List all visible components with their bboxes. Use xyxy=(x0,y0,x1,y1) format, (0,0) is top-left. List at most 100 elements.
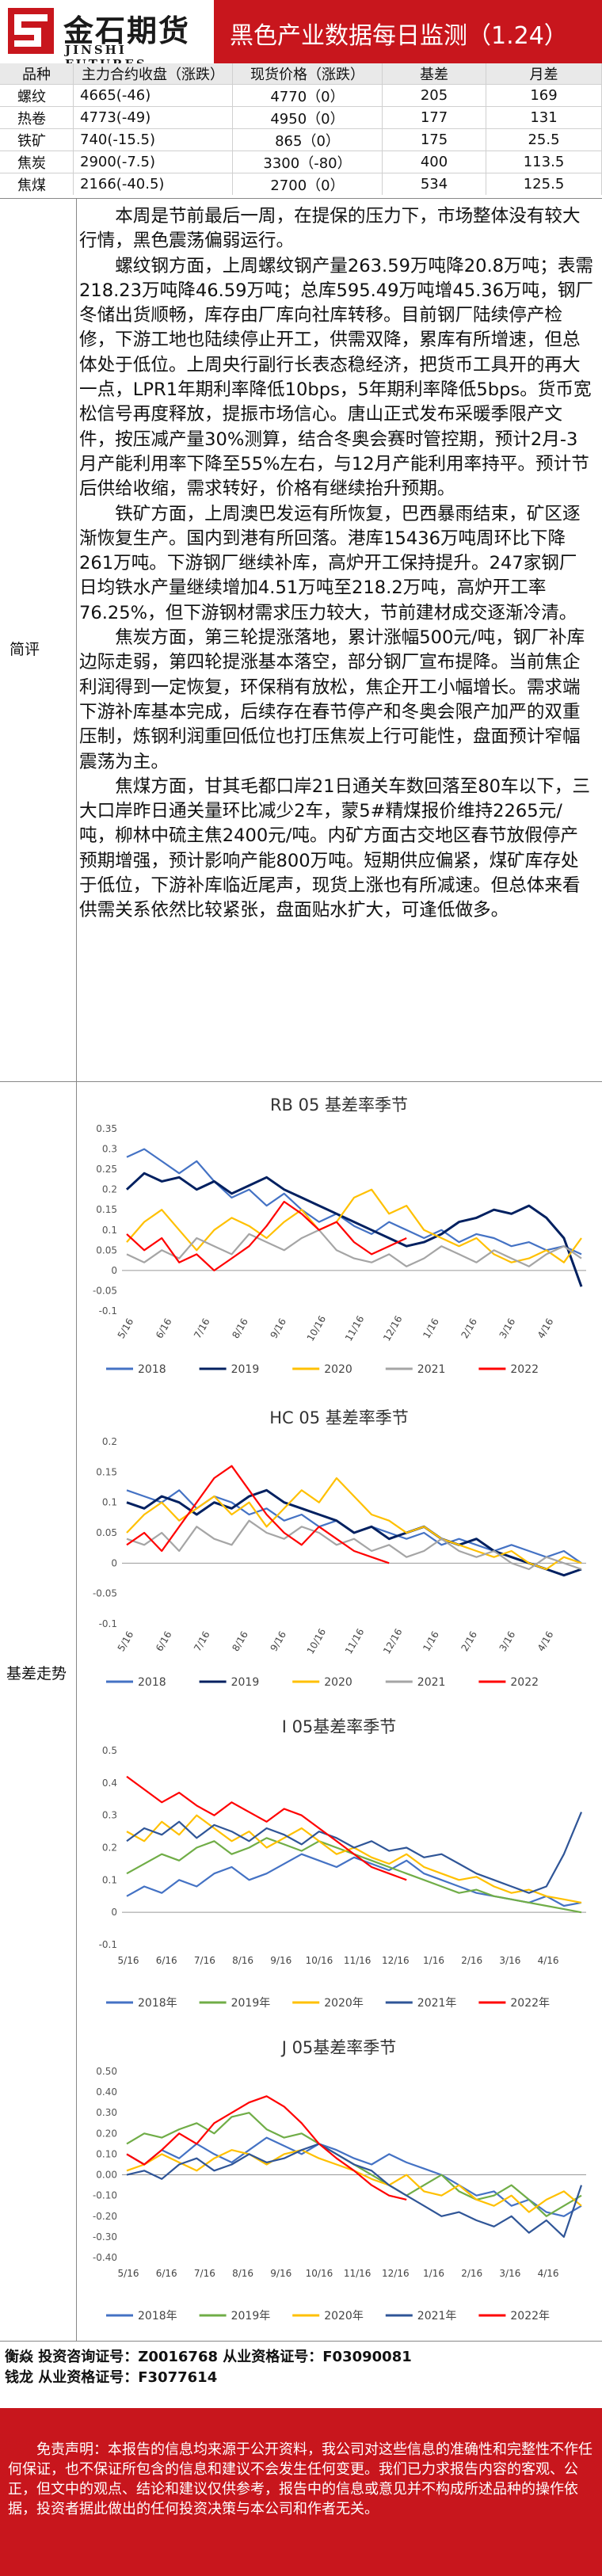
y-tick-label: 0 xyxy=(111,1265,117,1276)
x-tick-label: 1/16 xyxy=(421,1629,441,1653)
price-table: 品种 主力合约收盘（涨跌） 现货价格（涨跌） 基差 月差 螺纹 4665(-46)… xyxy=(0,63,602,195)
page-title: 黑色产业数据每日监测（1.24） xyxy=(230,22,568,50)
x-tick-label: 2/16 xyxy=(459,1629,479,1653)
header-cell: 主力合约收盘（涨跌） xyxy=(73,63,233,85)
legend-label: 2020 xyxy=(324,1363,352,1376)
series-line xyxy=(126,1148,582,1256)
commentary: 本周是节前最后一周，在提保的压力下，市场整体没有较大行情，黑色震荡偏弱运行。 螺纹… xyxy=(79,204,594,924)
price-cell: 740(-15.5) xyxy=(73,128,233,151)
chart-title: RB 05 基差率季节 xyxy=(270,1096,408,1115)
x-tick-label: 11/16 xyxy=(343,1314,366,1343)
disclaimer: 免责声明：本报告的信息均来源于公开资料，我公司对这些信息的准确性和完整性不作任何… xyxy=(0,2408,602,2576)
y-tick-label: 0.3 xyxy=(102,1810,117,1821)
x-tick-label: 10/16 xyxy=(305,1627,328,1656)
y-tick-label: 0.20 xyxy=(96,2128,117,2139)
y-tick-label: 0.3 xyxy=(102,1144,117,1155)
series-line xyxy=(126,1465,390,1564)
series-line xyxy=(125,1172,583,1287)
x-tick-label: 7/16 xyxy=(194,1955,215,1966)
x-tick-label: 11/16 xyxy=(344,2268,371,2279)
x-tick-label: 8/16 xyxy=(232,2268,253,2279)
x-tick-label: 6/16 xyxy=(154,1629,174,1653)
commentary-paragraph: 本周是节前最后一周，在提保的压力下，市场整体没有较大行情，黑色震荡偏弱运行。 xyxy=(79,206,581,252)
y-tick-label: 0.2 xyxy=(102,1842,117,1854)
price-cell: 焦炭 xyxy=(0,151,74,173)
price-cell: 25.5 xyxy=(486,128,602,151)
price-cell: 2900(-7.5) xyxy=(73,151,233,173)
analyst-credentials: 衡焱 投资咨询证号：Z0016768 从业资格证号：F03090081 钱龙 从… xyxy=(5,2347,412,2388)
legend-label: 2021 xyxy=(417,1363,446,1376)
y-tick-label: 0.15 xyxy=(96,1204,117,1215)
y-tick-label: 0.5 xyxy=(102,1745,117,1756)
y-tick-label: -0.40 xyxy=(93,2252,117,2263)
y-tick-label: -0.30 xyxy=(93,2231,117,2243)
price-cell: 螺纹 xyxy=(0,84,74,107)
x-tick-label: 10/16 xyxy=(306,2268,333,2279)
x-tick-label: 1/16 xyxy=(421,1317,441,1340)
series-line xyxy=(126,1229,582,1267)
legend-label: 2021 xyxy=(417,1676,446,1689)
series-line xyxy=(126,2095,407,2201)
header-cell: 基差 xyxy=(382,63,486,85)
legend-label: 2019年 xyxy=(231,1997,271,2010)
chart-svg: I 05基差率季节 0.5 0.4 0.3 0.2 0.1 0 -0.15/16 6/16 7/1… xyxy=(99,1717,586,2010)
legend-label: 2019 xyxy=(231,1676,260,1689)
series-line xyxy=(126,1853,582,1907)
x-tick-label: 4/16 xyxy=(538,2268,559,2279)
price-cell: 177 xyxy=(382,106,486,129)
commentary-paragraph: 铁矿方面，上周澳巴发运有所恢复，巴西暴雨结束，矿区逐渐恢复生产。国内到港有所回落… xyxy=(79,503,581,623)
legend-label: 2021年 xyxy=(417,1997,457,2010)
x-tick-label: 3/16 xyxy=(497,1629,518,1653)
chart-rb-basis: RB 05 基差率季节 0.35 0.3 0.25 0.2 0.15 0.1 0.05 0 -0.… xyxy=(82,1085,596,1386)
jinshi-logo-icon xyxy=(8,8,54,54)
price-row: 焦炭 2900(-7.5) 3300（-80） 400 113.5 xyxy=(0,151,602,173)
divider xyxy=(0,1081,602,1082)
price-row: 热卷 4773(-49) 4950（0） 177 131 xyxy=(0,106,602,129)
price-cell: 131 xyxy=(486,106,602,129)
x-tick-label: 6/16 xyxy=(156,1955,177,1966)
price-cell: 4773(-49) xyxy=(73,106,233,129)
x-tick-label: 8/16 xyxy=(230,1629,250,1653)
legend-label: 2020 xyxy=(324,1676,352,1689)
x-tick-label: 3/16 xyxy=(499,1955,520,1966)
y-tick-label: 0 xyxy=(111,1557,117,1568)
x-tick-label: 9/16 xyxy=(270,1955,291,1966)
y-tick-label: 0 xyxy=(111,1907,117,1918)
x-tick-label: 1/16 xyxy=(423,2268,444,2279)
price-cell: 4950（0） xyxy=(232,106,383,129)
x-tick-label: 12/16 xyxy=(381,1627,404,1656)
series-line xyxy=(126,1812,583,1894)
legend-label: 2021年 xyxy=(417,2310,457,2323)
x-tick-label: 2/16 xyxy=(461,1955,482,1966)
price-cell: 2166(-40.5) xyxy=(73,173,233,195)
header-cell: 现货价格（涨跌） xyxy=(232,63,383,85)
x-tick-label: 2/16 xyxy=(459,1317,479,1340)
y-tick-label: 0.4 xyxy=(102,1778,117,1789)
y-tick-label: 0.50 xyxy=(96,2066,117,2077)
x-tick-label: 7/16 xyxy=(192,1629,212,1653)
price-cell: 125.5 xyxy=(486,173,602,195)
y-tick-label: -0.20 xyxy=(93,2211,117,2222)
left-label-column xyxy=(0,198,77,2341)
x-tick-label: 9/16 xyxy=(268,1629,288,1653)
credential-line: 钱龙 从业资格证号：F3077614 xyxy=(5,2369,218,2386)
chart-title: I 05基差率季节 xyxy=(282,1717,397,1736)
chart-i-basis: I 05基差率季节 0.5 0.4 0.3 0.2 0.1 0 -0.1 5/16 6/16 7/1… xyxy=(82,1707,596,2020)
x-tick-label: 6/16 xyxy=(156,2268,177,2279)
chart-j-basis: J 05基差率季节 0.50 0.40 0.30 0.20 0.10 0.00 -0.10 -0… xyxy=(82,2028,596,2333)
basis-label: 基差走势 xyxy=(6,1665,67,1682)
legend-label: 2022 xyxy=(510,1676,539,1689)
x-tick-label: 9/16 xyxy=(270,2268,291,2279)
y-tick-label: -0.05 xyxy=(93,1285,117,1296)
legend-label: 2022年 xyxy=(510,1997,550,2010)
price-cell: 3300（-80） xyxy=(232,151,383,173)
x-tick-label: 12/16 xyxy=(382,1955,410,1966)
x-tick-label: 6/16 xyxy=(154,1317,174,1340)
x-tick-label: 4/16 xyxy=(535,1629,556,1653)
commentary-paragraph: 焦煤方面，甘其毛都口岸21日通关车数回落至80车以下，三大口岸昨日通关量环比减少… xyxy=(79,775,590,921)
price-cell: 169 xyxy=(486,84,602,107)
legend-label: 2022年 xyxy=(510,2310,550,2323)
legend-label: 2018年 xyxy=(138,1997,177,2010)
y-tick-label: 0.1 xyxy=(102,1874,117,1885)
x-tick-label: 7/16 xyxy=(194,2268,215,2279)
